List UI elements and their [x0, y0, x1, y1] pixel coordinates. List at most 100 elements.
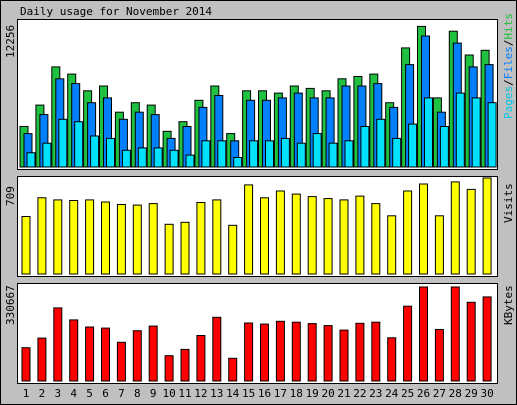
- kbytes-panel: [17, 283, 498, 384]
- visits-bar-day-29: [466, 188, 476, 275]
- kbytes-bar-day-9: [148, 325, 158, 382]
- day-label-6: 6: [102, 387, 109, 400]
- pages-bar-day-24: [392, 137, 402, 168]
- day-label-4: 4: [70, 387, 77, 400]
- kbytes-bar-day-2: [37, 337, 47, 382]
- visits-bar-day-16: [260, 197, 269, 275]
- visits-bar-day-12: [196, 202, 206, 275]
- day-label-16: 16: [258, 387, 271, 400]
- kbytes-bar-day-20: [323, 325, 333, 382]
- visits-bar-day-10: [164, 223, 174, 275]
- pages-bar-day-17: [280, 137, 290, 168]
- kbytes-bar-day-17: [275, 320, 285, 382]
- visits-bar-day-7: [116, 204, 126, 275]
- kbytes-bars: [21, 286, 492, 382]
- visits-bar-day-30: [482, 177, 492, 275]
- visits-bar-day-14: [228, 224, 238, 275]
- day-label-19: 19: [306, 387, 319, 400]
- pages-bar-day-30: [487, 102, 497, 168]
- pages-bar-day-21: [344, 140, 354, 168]
- hits-bars: [19, 25, 497, 168]
- day-label-23: 23: [369, 387, 382, 400]
- visits-bar-day-5: [85, 199, 95, 275]
- pages-bar-day-2: [42, 142, 52, 168]
- visits-bar-day-23: [371, 203, 381, 275]
- kbytes-bar-day-6: [101, 327, 110, 382]
- day-label-24: 24: [385, 387, 399, 400]
- day-label-12: 12: [194, 387, 207, 400]
- pages-bar-day-27: [439, 126, 449, 168]
- kbytes-bar-day-19: [307, 323, 317, 382]
- day-label-1: 1: [23, 387, 30, 400]
- pages-bar-day-23: [376, 118, 386, 168]
- day-label-11: 11: [178, 387, 191, 400]
- pages-bar-day-29: [471, 97, 481, 168]
- day-label-2: 2: [39, 387, 46, 400]
- legend-hits: Hits: [502, 13, 515, 40]
- day-label-10: 10: [162, 387, 175, 400]
- pages-bar-day-13: [217, 140, 227, 168]
- day-label-25: 25: [401, 387, 414, 400]
- kbytes-bar-day-4: [69, 319, 79, 382]
- chart-title: Daily usage for November 2014: [20, 5, 212, 18]
- kbytes-bar-day-5: [85, 326, 95, 382]
- visits-bar-day-17: [275, 190, 285, 275]
- day-label-14: 14: [226, 387, 240, 400]
- visits-bar-day-13: [212, 199, 222, 275]
- kbytes-bar-day-25: [403, 305, 413, 382]
- day-label-18: 18: [290, 387, 303, 400]
- pages-bar-day-25: [408, 123, 418, 168]
- legend-files: Files: [502, 46, 515, 79]
- kbytes-bar-day-21: [339, 329, 349, 382]
- visits-bar-day-28: [450, 181, 460, 275]
- legend-pages: Pages: [502, 86, 515, 119]
- kbytes-bar-day-10: [164, 355, 174, 382]
- day-label-5: 5: [86, 387, 93, 400]
- visits-bar-day-27: [434, 215, 444, 275]
- visits-bar-day-22: [355, 195, 365, 275]
- kbytes-bar-day-22: [355, 322, 365, 382]
- day-label-17: 17: [274, 387, 287, 400]
- visits-bar-day-2: [37, 197, 47, 275]
- kbytes-bar-day-1: [21, 347, 31, 382]
- kbytes-bar-day-8: [132, 330, 142, 382]
- pages-bar-day-26: [424, 97, 433, 168]
- legend-kbytes: KBytes: [502, 285, 515, 325]
- kbytes-bar-day-12: [196, 335, 206, 382]
- pages-bar-day-12: [201, 140, 211, 168]
- pages-bar-day-8: [137, 147, 147, 168]
- day-labels: 1 2 3 4 5 6 7 8 9 10 11 12 13 14 15 16 17 18 19 20 21 22 23 24 2…: [23, 387, 494, 400]
- pages-bar-day-15: [249, 140, 259, 168]
- day-label-28: 28: [449, 387, 462, 400]
- visits-bar-day-15: [244, 184, 254, 275]
- visits-bar-day-4: [69, 200, 79, 275]
- day-label-29: 29: [465, 387, 478, 400]
- day-label-27: 27: [433, 387, 446, 400]
- kbytes-bar-day-16: [260, 323, 269, 382]
- pages-bar-day-18: [296, 142, 306, 168]
- kbytes-bar-day-30: [482, 296, 492, 382]
- day-label-22: 22: [353, 387, 366, 400]
- day-label-26: 26: [417, 387, 430, 400]
- kbytes-bar-day-18: [291, 321, 301, 382]
- pages-bar-day-9: [153, 147, 163, 168]
- kbytes-bar-day-7: [116, 341, 126, 382]
- kbytes-bar-day-15: [244, 322, 254, 382]
- kbytes-bar-day-11: [180, 348, 190, 382]
- visits-bar-day-25: [403, 190, 413, 275]
- day-label-9: 9: [150, 387, 157, 400]
- visits-bar-day-24: [387, 215, 397, 275]
- visits-bar-day-18: [291, 193, 301, 275]
- day-label-8: 8: [134, 387, 141, 400]
- kbytes-bar-day-29: [466, 301, 476, 382]
- pages-bar-day-10: [169, 149, 179, 168]
- visits-bar-day-8: [132, 204, 142, 275]
- kbytes-bar-day-28: [450, 286, 460, 382]
- pages-bar-day-1: [26, 152, 36, 168]
- visits-max-label: 709: [4, 186, 17, 206]
- kbytes-bar-day-26: [419, 286, 428, 382]
- pages-bar-day-5: [90, 135, 100, 168]
- day-label-30: 30: [480, 387, 493, 400]
